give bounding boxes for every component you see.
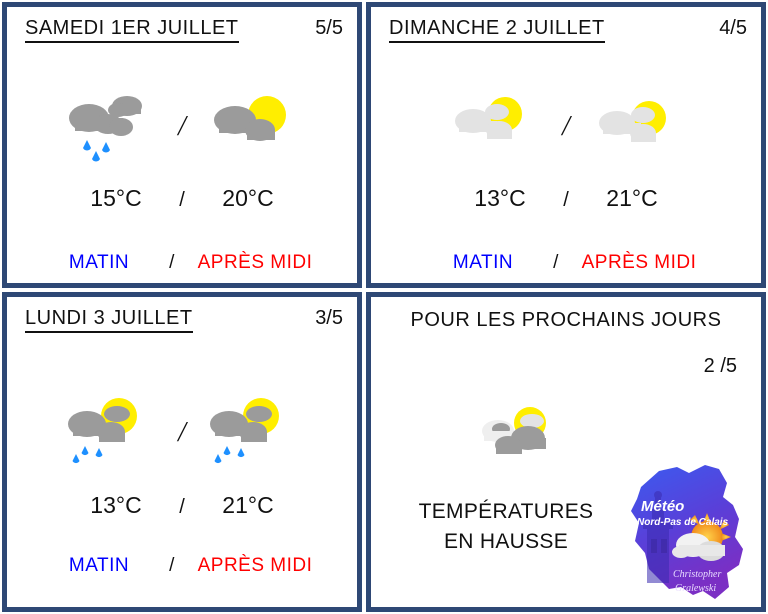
temperature-separator: /	[563, 189, 569, 211]
day-title: SAMEDI 1ER JUILLET	[25, 17, 239, 43]
temperature-row: 13°C / 21°C	[371, 185, 761, 212]
afternoon-weather-icon-cell	[201, 396, 305, 474]
afternoon-weather-icon-cell	[201, 90, 305, 168]
morning-weather-icon-cell	[59, 396, 163, 474]
sun-cloud-light-icon	[589, 90, 685, 169]
afternoon-weather-icon-cell	[585, 90, 689, 168]
morning-weather-icon-cell	[443, 90, 547, 168]
afternoon-label: APRÈS MIDI	[197, 252, 313, 273]
morning-label: MATIN	[68, 555, 130, 576]
outlook-title: POUR LES PROCHAINS JOURS	[410, 309, 722, 331]
temperature-separator: /	[179, 189, 185, 211]
panel-header: DIMANCHE 2 JUILLET 4/5	[371, 17, 761, 43]
logo-author-line2: Gralewski	[675, 583, 716, 594]
icon-separator: /	[178, 111, 186, 142]
meteo-logo: Météo Nord-Pas de Calais Christopher Gra…	[619, 453, 755, 603]
temperature-separator: /	[179, 496, 185, 518]
logo-region: Nord-Pas de Calais	[637, 517, 729, 528]
afternoon-temperature: 21°C	[606, 185, 658, 211]
sun-cloud-rain-icon	[205, 394, 301, 477]
afternoon-label: APRÈS MIDI	[197, 555, 313, 576]
sun-cloud-light-icon	[447, 90, 543, 169]
sun-cloud-rain-icon	[63, 394, 159, 477]
outlook-rating: 2 /5	[703, 355, 737, 377]
day-title: DIMANCHE 2 JUILLET	[389, 17, 605, 43]
morning-temperature: 13°C	[474, 185, 526, 211]
afternoon-temperature: 20°C	[222, 185, 274, 211]
period-label-row: MATIN / APRÈS MIDI	[371, 252, 761, 274]
cloud-rain-icon	[63, 90, 159, 169]
belfry-icon	[643, 491, 673, 583]
morning-temperature: 13°C	[90, 492, 142, 518]
day-title: LUNDI 3 JUILLET	[25, 307, 193, 333]
afternoon-temperature: 21°C	[222, 492, 274, 518]
forecast-panel-dimanche: DIMANCHE 2 JUILLET 4/5 /	[366, 2, 766, 288]
logo-brand: Météo	[641, 498, 684, 515]
forecast-panel-lundi: LUNDI 3 JUILLET 3/5	[2, 292, 362, 612]
outlook-message-line1: TEMPÉRATURES	[418, 500, 594, 523]
day-rating: 5/5	[315, 17, 343, 39]
day-rating: 4/5	[719, 17, 747, 39]
temperature-row: 13°C / 21°C	[7, 492, 357, 519]
weather-icon-row: /	[7, 395, 357, 475]
logo-author-line1: Christopher	[673, 569, 721, 580]
weather-icon-row: /	[371, 89, 761, 169]
period-label-row: MATIN / APRÈS MIDI	[7, 555, 357, 577]
temperature-row: 15°C / 20°C	[7, 185, 357, 212]
icon-separator: /	[178, 417, 186, 448]
period-separator: /	[169, 555, 175, 576]
outlook-panel: POUR LES PROCHAINS JOURS 2 /5 TEMPÉRATUR…	[366, 292, 766, 612]
sun-cloud-icon	[472, 405, 572, 476]
period-separator: /	[169, 252, 175, 273]
morning-label: MATIN	[68, 252, 130, 273]
panel-header: LUNDI 3 JUILLET 3/5	[7, 307, 357, 333]
period-separator: /	[553, 252, 559, 273]
logo-sun-cloud-icon	[672, 513, 731, 561]
period-label-row: MATIN / APRÈS MIDI	[7, 252, 357, 274]
outlook-message-line2: EN HAUSSE	[443, 530, 569, 553]
morning-label: MATIN	[452, 252, 514, 273]
morning-weather-icon-cell	[59, 90, 163, 168]
day-rating: 3/5	[315, 307, 343, 329]
weather-icon-row: /	[7, 89, 357, 169]
afternoon-label: APRÈS MIDI	[581, 252, 697, 273]
icon-separator: /	[562, 111, 570, 142]
panel-header: SAMEDI 1ER JUILLET 5/5	[7, 17, 357, 43]
outlook-weather-icon-cell	[467, 405, 577, 475]
sun-cloud-icon	[205, 90, 301, 169]
outlook-message: TEMPÉRATURES EN HAUSSE	[381, 497, 631, 557]
forecast-panel-samedi: SAMEDI 1ER JUILLET 5/5	[2, 2, 362, 288]
morning-temperature: 15°C	[90, 185, 142, 211]
